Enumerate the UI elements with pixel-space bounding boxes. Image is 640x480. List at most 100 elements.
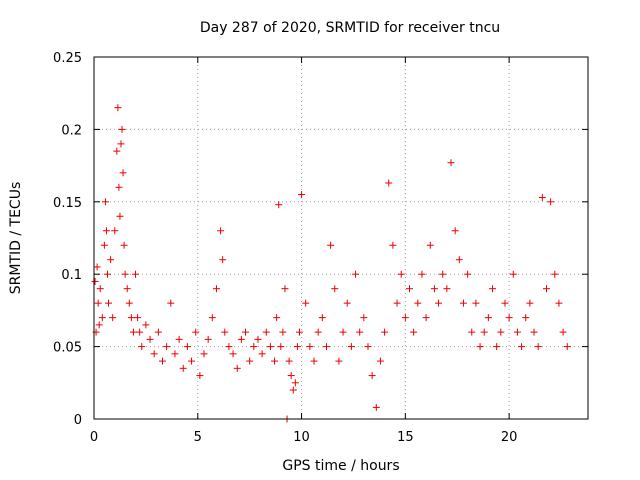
data-point (188, 357, 196, 365)
data-point (295, 328, 303, 336)
data-point (538, 193, 546, 201)
data-point (113, 147, 121, 155)
data-point (497, 328, 505, 336)
data-point (217, 227, 225, 235)
data-point (132, 270, 140, 278)
data-point (212, 285, 220, 293)
data-point (372, 403, 380, 411)
data-point (262, 328, 270, 336)
data-point (505, 314, 513, 322)
data-point (410, 328, 418, 336)
data-point (258, 350, 266, 358)
data-point (119, 169, 127, 177)
data-point (196, 372, 204, 380)
data-point (242, 328, 250, 336)
data-point (293, 343, 301, 351)
data-point (146, 335, 154, 343)
data-point (208, 314, 216, 322)
data-point (95, 321, 103, 329)
data-point (125, 299, 133, 307)
data-point (204, 335, 212, 343)
data-point (120, 241, 128, 249)
data-point (250, 343, 258, 351)
data-point (289, 386, 297, 394)
data-point (302, 299, 310, 307)
data-point (418, 270, 426, 278)
data-point (327, 241, 335, 249)
data-point (114, 104, 122, 112)
data-point (352, 270, 360, 278)
data-point (480, 328, 488, 336)
data-point (360, 314, 368, 322)
data-point (225, 343, 233, 351)
data-point (542, 285, 550, 293)
data-points (91, 104, 571, 423)
data-point (175, 335, 183, 343)
data-point (96, 285, 104, 293)
data-point (563, 343, 571, 351)
data-point (103, 270, 111, 278)
x-tick-label: 15 (397, 430, 414, 445)
data-point (281, 285, 289, 293)
data-point (115, 183, 123, 191)
data-point (422, 314, 430, 322)
grid-lines (94, 57, 588, 419)
data-point (111, 227, 119, 235)
data-point (123, 285, 131, 293)
data-point (136, 328, 144, 336)
data-point (518, 343, 526, 351)
data-point (275, 201, 283, 209)
x-axis-label: GPS time / hours (282, 458, 399, 474)
data-point (192, 328, 200, 336)
y-tick-label: 0.1 (61, 268, 82, 283)
data-point (219, 256, 227, 264)
data-point (107, 256, 115, 264)
data-point (183, 343, 191, 351)
data-point (322, 343, 330, 351)
data-point (109, 314, 117, 322)
data-point (530, 328, 538, 336)
data-point (356, 328, 364, 336)
data-point (464, 270, 472, 278)
data-point (484, 314, 492, 322)
data-point (142, 321, 150, 329)
data-point (435, 299, 443, 307)
data-point (513, 328, 521, 336)
x-tick-label: 5 (194, 430, 202, 445)
y-axis-label: SRMTID / TECUs (8, 182, 24, 295)
data-point (555, 299, 563, 307)
data-point (306, 343, 314, 351)
data-point (285, 357, 293, 365)
data-point (179, 364, 187, 372)
data-point (314, 328, 322, 336)
data-point (116, 212, 124, 220)
data-point (298, 191, 306, 199)
data-point (439, 270, 447, 278)
data-point (129, 328, 137, 336)
data-point (522, 314, 530, 322)
data-point (100, 241, 108, 249)
data-point (134, 314, 142, 322)
data-point (127, 314, 135, 322)
data-point (167, 299, 175, 307)
x-tick-label: 20 (501, 430, 518, 445)
data-point (101, 198, 109, 206)
y-tick-label: 0.25 (53, 51, 82, 66)
x-tick-label: 0 (90, 430, 98, 445)
data-point (397, 270, 405, 278)
data-point (117, 140, 125, 148)
data-point (310, 357, 318, 365)
chart-title: Day 287 of 2020, SRMTID for receiver tnc… (200, 20, 500, 36)
data-point (102, 227, 110, 235)
data-point (237, 335, 245, 343)
data-point (121, 270, 129, 278)
data-point (318, 314, 326, 322)
x-tick-label: 10 (293, 430, 310, 445)
data-point (246, 357, 254, 365)
data-point (163, 343, 171, 351)
axis-ticks: 0 5 10 15 20 0 0.05 0.1 0.15 0.2 0.25 (53, 51, 588, 445)
data-point (430, 285, 438, 293)
data-point (389, 241, 397, 249)
data-point (405, 285, 413, 293)
